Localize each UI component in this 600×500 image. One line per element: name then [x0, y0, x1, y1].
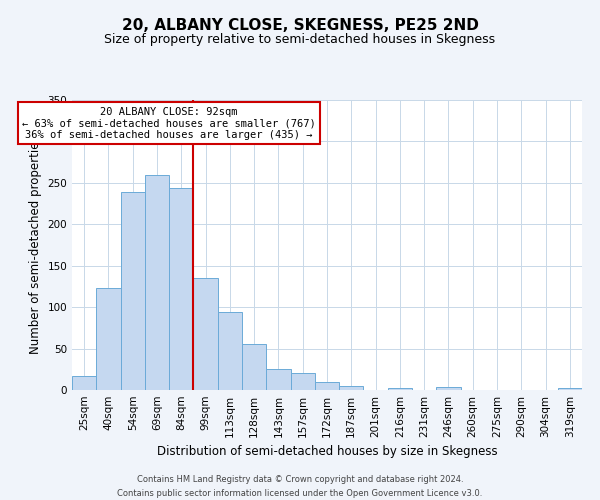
Bar: [169, 188, 193, 390]
Bar: [121, 192, 145, 390]
Bar: [339, 386, 364, 390]
Bar: [388, 388, 412, 390]
Text: 20 ALBANY CLOSE: 92sqm
← 63% of semi-detached houses are smaller (767)
36% of se: 20 ALBANY CLOSE: 92sqm ← 63% of semi-det…: [22, 106, 316, 140]
Y-axis label: Number of semi-detached properties: Number of semi-detached properties: [29, 136, 42, 354]
Bar: [436, 386, 461, 390]
Bar: [96, 288, 121, 390]
Bar: [315, 382, 339, 390]
Bar: [145, 176, 169, 390]
Text: 20, ALBANY CLOSE, SKEGNESS, PE25 2ND: 20, ALBANY CLOSE, SKEGNESS, PE25 2ND: [122, 18, 478, 32]
Bar: [193, 278, 218, 390]
Bar: [558, 388, 582, 390]
Text: Contains HM Land Registry data © Crown copyright and database right 2024.
Contai: Contains HM Land Registry data © Crown c…: [118, 476, 482, 498]
Bar: [72, 376, 96, 390]
Bar: [218, 312, 242, 390]
Text: Size of property relative to semi-detached houses in Skegness: Size of property relative to semi-detach…: [104, 32, 496, 46]
X-axis label: Distribution of semi-detached houses by size in Skegness: Distribution of semi-detached houses by …: [157, 446, 497, 458]
Bar: [266, 370, 290, 390]
Bar: [242, 344, 266, 390]
Bar: [290, 374, 315, 390]
